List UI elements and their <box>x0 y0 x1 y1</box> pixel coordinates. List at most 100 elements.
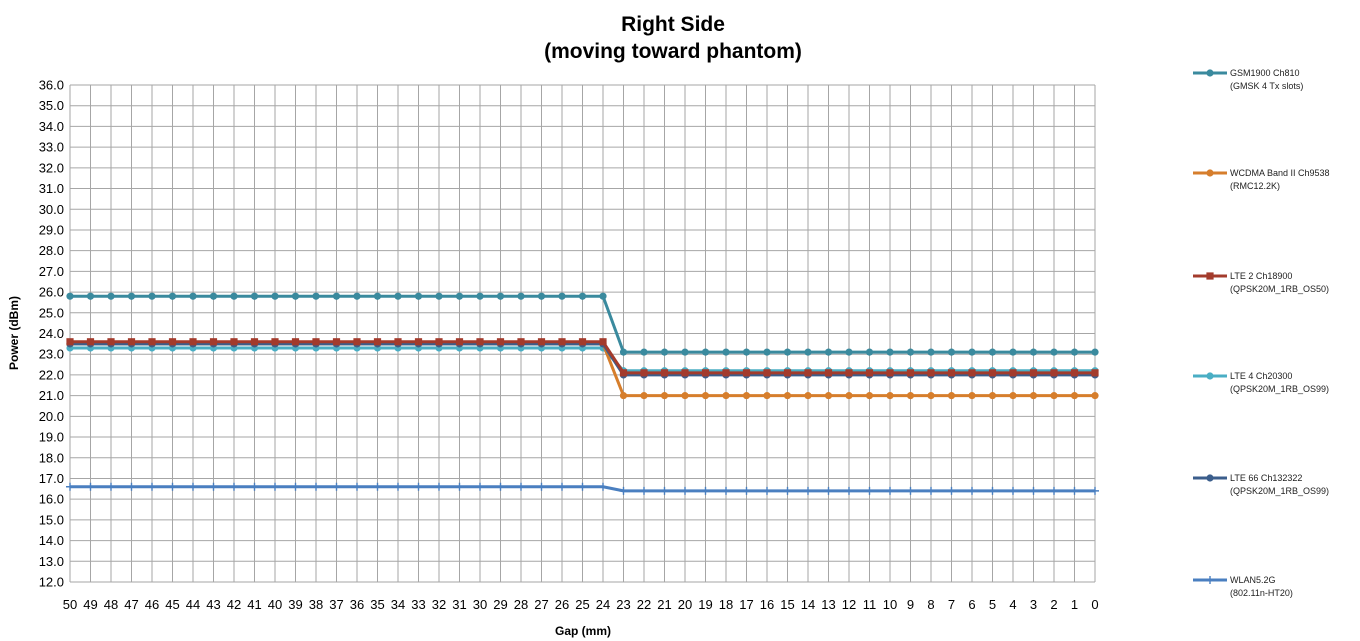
x-tick-label: 10 <box>883 597 897 612</box>
legend-label-line2: (802.11n-HT20) <box>1230 588 1293 598</box>
data-point <box>496 292 505 300</box>
data-point <box>271 338 279 346</box>
data-point <box>435 482 443 491</box>
x-tick-label: 34 <box>391 597 405 612</box>
grid-lines <box>69 84 1096 583</box>
legend: GSM1900 Ch810 (GMSK 4 Tx slots) WCDMA Ba… <box>1192 0 1360 641</box>
data-point <box>599 482 607 491</box>
data-point <box>681 486 689 495</box>
data-point <box>865 369 874 377</box>
y-tick-label: 12.0 <box>39 575 64 590</box>
data-point <box>742 392 751 400</box>
legend-label-line2: (QPSK20M_1RB_OS50) <box>1230 284 1330 294</box>
legend-label-gsm1900: GSM1900 Ch810 (GMSK 4 Tx slots) <box>1230 67 1303 93</box>
data-point <box>291 292 300 300</box>
data-point <box>1050 369 1058 377</box>
legend-swatch-marker <box>1206 372 1214 380</box>
data-point <box>640 392 648 400</box>
data-point <box>394 482 402 491</box>
legend-label-line2: (GMSK 4 Tx slots) <box>1230 81 1304 91</box>
data-point <box>927 392 935 400</box>
data-point <box>332 482 341 491</box>
data-point <box>1070 486 1079 495</box>
data-point <box>455 338 464 346</box>
data-point <box>988 392 997 400</box>
legend-swatch-marker <box>1206 272 1214 280</box>
data-point <box>701 392 710 400</box>
data-point <box>845 392 853 400</box>
data-point <box>660 392 669 400</box>
data-point <box>127 292 136 300</box>
data-point <box>394 292 402 300</box>
x-tick-label: 32 <box>432 597 446 612</box>
legend-label-lte4: LTE 4 Ch20300 (QPSK20M_1RB_OS99) <box>1230 370 1329 396</box>
data-point <box>927 348 935 356</box>
data-point <box>1091 486 1099 495</box>
x-tick-label: 50 <box>63 597 77 612</box>
data-point <box>127 338 136 346</box>
data-point <box>353 482 361 491</box>
x-tick-label: 38 <box>309 597 323 612</box>
legend-label-line2: (QPSK20M_1RB_OS99) <box>1230 384 1330 394</box>
data-point <box>886 348 894 356</box>
data-point <box>353 292 361 300</box>
x-tick-label: 41 <box>247 597 261 612</box>
x-tick-label: 46 <box>145 597 159 612</box>
data-point <box>1091 392 1099 400</box>
data-point <box>927 486 935 495</box>
data-point <box>783 369 792 377</box>
data-point <box>414 292 423 300</box>
data-point <box>1050 486 1058 495</box>
legend-swatch-lte66 <box>1193 474 1227 482</box>
y-tick-label: 15.0 <box>39 512 64 527</box>
y-tick-label: 14.0 <box>39 533 64 548</box>
legend-swatch-gsm1900 <box>1193 69 1227 77</box>
data-point <box>742 486 751 495</box>
y-tick-label: 31.0 <box>39 181 64 196</box>
y-tick-label: 20.0 <box>39 409 64 424</box>
legend-label-wlan: WLAN5.2G (802.11n-HT20) <box>1230 574 1293 600</box>
y-tick-label: 16.0 <box>39 492 64 507</box>
data-point <box>1009 369 1017 377</box>
data-point <box>619 392 628 400</box>
legend-swatch-wlan <box>1193 576 1227 584</box>
data-point <box>660 486 669 495</box>
x-tick-label: 13 <box>821 597 835 612</box>
data-point <box>66 482 74 491</box>
data-point <box>148 338 156 346</box>
data-point <box>1029 392 1038 400</box>
data-point <box>168 292 177 300</box>
data-point <box>906 486 915 495</box>
data-point <box>906 392 915 400</box>
x-tick-label: 48 <box>104 597 118 612</box>
data-point <box>886 369 894 377</box>
data-point <box>455 292 464 300</box>
x-tick-label: 6 <box>968 597 975 612</box>
data-point <box>455 482 464 491</box>
data-point <box>865 392 874 400</box>
data-point <box>947 392 956 400</box>
x-tick-label: 35 <box>370 597 384 612</box>
legend-label-line1: LTE 66 Ch132322 <box>1230 473 1303 483</box>
data-point <box>906 369 915 377</box>
data-point <box>373 292 382 300</box>
y-tick-label: 13.0 <box>39 554 64 569</box>
data-point <box>1070 392 1079 400</box>
data-point <box>394 338 402 346</box>
x-tick-label: 44 <box>186 597 200 612</box>
data-point <box>435 338 443 346</box>
data-point <box>1009 348 1017 356</box>
data-point <box>722 369 730 377</box>
legend-label-wcdma: WCDMA Band II Ch9538 (RMC12.2K) <box>1230 167 1330 193</box>
x-tick-label: 29 <box>493 597 507 612</box>
legend-swatch-marker <box>1206 69 1214 77</box>
x-tick-label: 45 <box>165 597 179 612</box>
data-point <box>107 482 115 491</box>
y-tick-label: 32.0 <box>39 160 64 175</box>
data-point <box>988 369 997 377</box>
data-point <box>1070 369 1079 377</box>
data-point <box>824 369 833 377</box>
x-tick-label: 26 <box>555 597 569 612</box>
data-point <box>127 482 136 491</box>
data-point <box>148 292 156 300</box>
